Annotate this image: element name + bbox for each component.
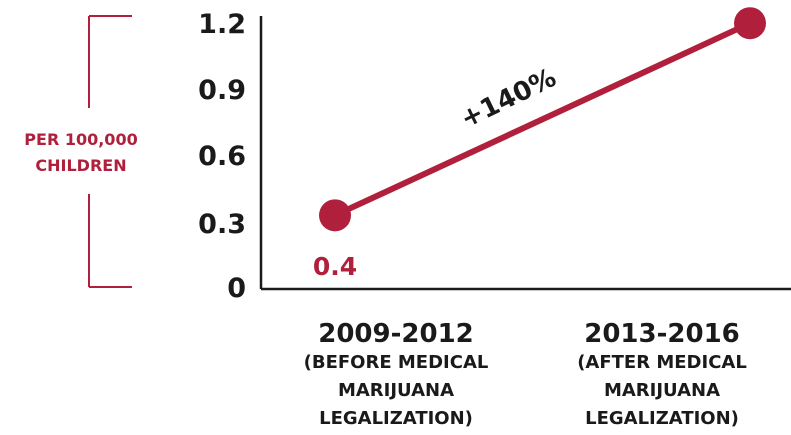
category-sub-line-1: (AFTER MEDICAL [577, 352, 747, 373]
ytick-label-4: 1.2 [198, 9, 246, 40]
category-main-label: 2009-2012 [318, 319, 474, 349]
ytick-label-1: 0.3 [198, 209, 246, 240]
category-sub-line-3: LEGALIZATION) [585, 408, 739, 429]
series-line [332, 20, 753, 219]
category-main-label: 2013-2016 [584, 319, 740, 349]
ytick-label-2: 0.6 [198, 141, 246, 172]
data-point-2009-2012 [319, 199, 351, 232]
data-point-2013-2016 [734, 7, 766, 40]
ylabel-bracket [88, 15, 132, 288]
category-2009-2012: 2009-2012 (BEFORE MEDICAL MARIJUANA LEGA… [304, 319, 489, 429]
category-sub-line-1: (BEFORE MEDICAL [304, 352, 489, 373]
category-sub-line-2: MARIJUANA [338, 380, 454, 401]
ylabel-line-2: CHILDREN [35, 156, 126, 175]
data-label-2009-2012: 0.4 [313, 252, 357, 281]
category-2013-2016: 2013-2016 (AFTER MEDICAL MARIJUANA LEGAL… [577, 319, 747, 429]
category-sub-line-3: LEGALIZATION) [319, 408, 473, 429]
ylabel-line-1: PER 100,000 [24, 130, 137, 149]
ytick-label-3: 0.9 [198, 75, 246, 106]
change-annotation: +140% [456, 63, 561, 135]
ytick-label-0: 0 [227, 273, 246, 304]
category-sub-line-2: MARIJUANA [604, 380, 720, 401]
